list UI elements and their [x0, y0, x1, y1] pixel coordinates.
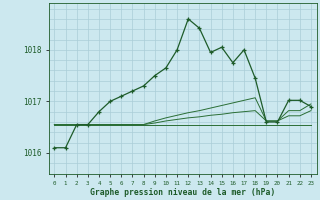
X-axis label: Graphe pression niveau de la mer (hPa): Graphe pression niveau de la mer (hPa)	[90, 188, 275, 197]
